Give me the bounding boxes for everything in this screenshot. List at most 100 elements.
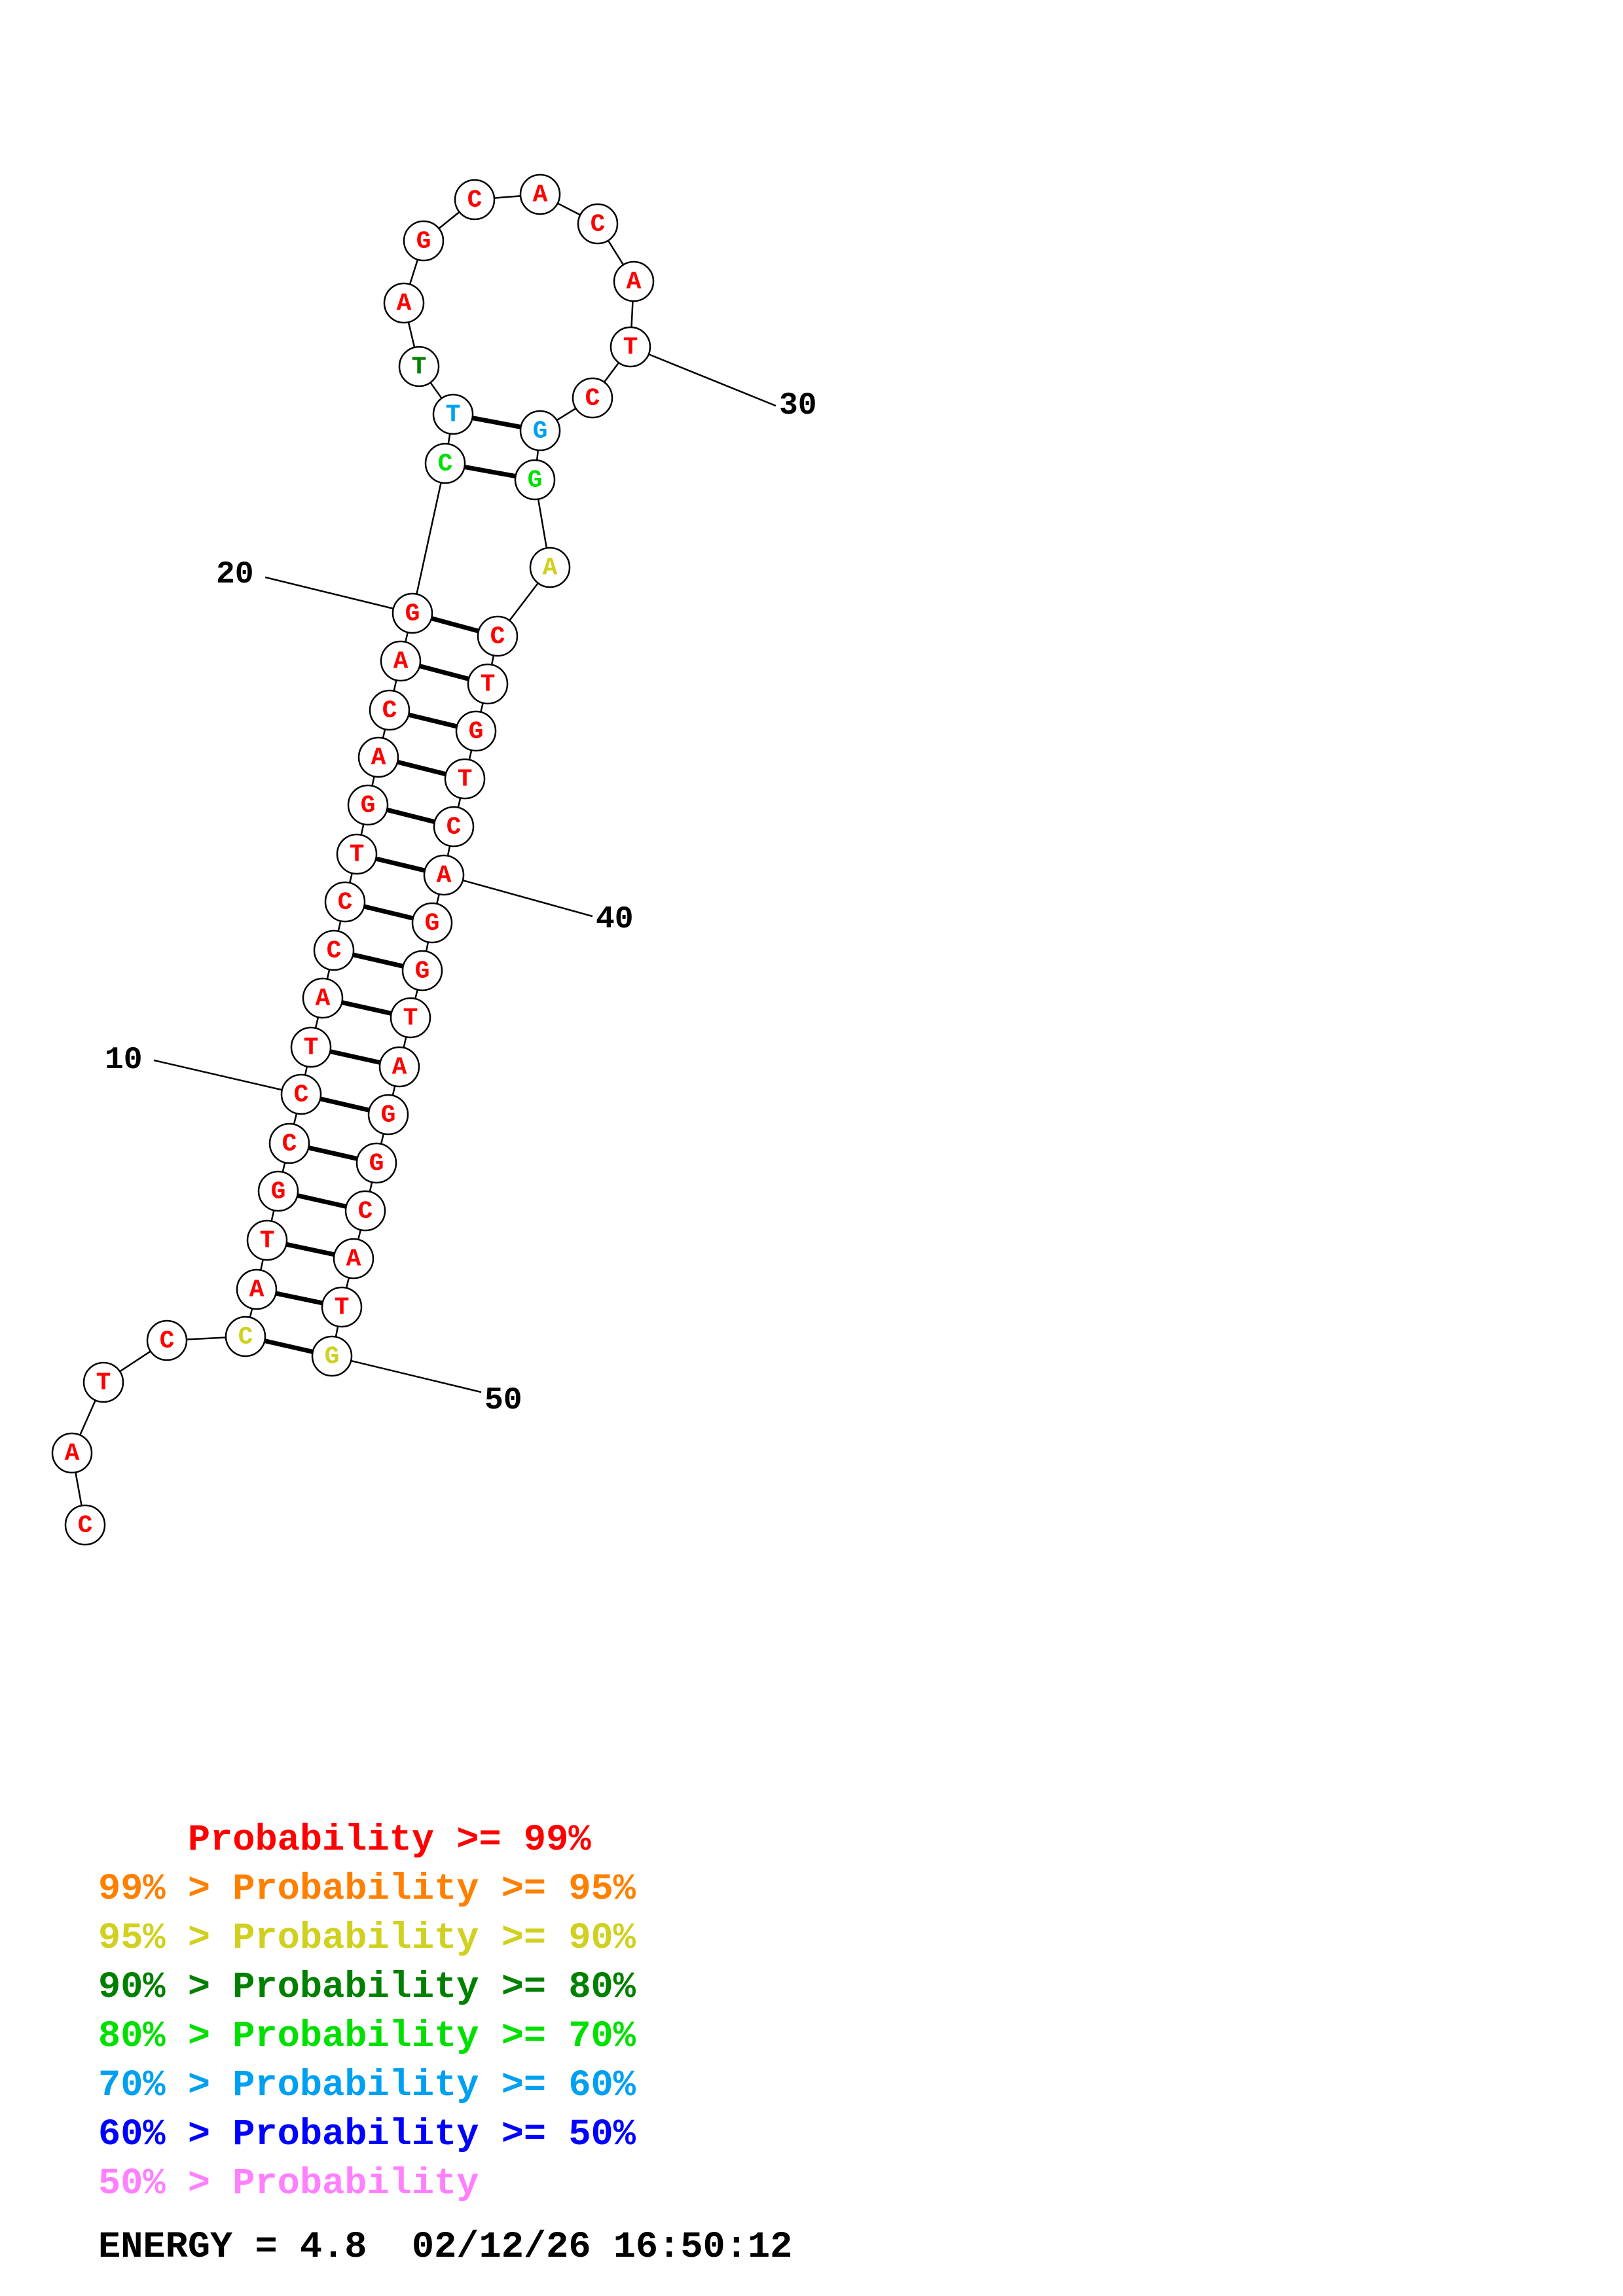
- legend-label: Probability >= 60%: [232, 2065, 636, 2107]
- nucleotide-circle: [423, 854, 465, 896]
- nucleotide-letter: C: [382, 697, 397, 725]
- backbone-segment: [393, 679, 397, 692]
- backbone-segment: [409, 259, 419, 285]
- nucleotide-circle: [380, 640, 422, 682]
- nucleotide-circle: [357, 736, 399, 778]
- legend-label: Probability >= 80%: [232, 1967, 636, 2009]
- nucleotide-letter: C: [238, 1323, 253, 1352]
- legend-row: 50% > Probability: [98, 2160, 636, 2209]
- base-pair-bond: [471, 416, 522, 429]
- backbone-segment: [380, 1133, 385, 1145]
- nucleotide: C: [146, 1319, 188, 1361]
- nucleotide-letter: A: [249, 1276, 264, 1304]
- nucleotide: T: [390, 997, 431, 1039]
- backbone-segment: [119, 1350, 151, 1372]
- nucleotide: G: [257, 1170, 299, 1212]
- backbone-segment: [326, 969, 331, 980]
- nucleotide: T: [610, 326, 651, 368]
- backbone-segment: [630, 300, 634, 328]
- nucleotide-circle: [356, 1142, 397, 1184]
- nucleotide: T: [444, 758, 486, 800]
- nucleotide-letter: G: [361, 792, 376, 820]
- legend-label: Probability >= 70%: [232, 2016, 636, 2058]
- nucleotide-letter: C: [358, 1198, 373, 1226]
- backbone-segment: [447, 433, 451, 444]
- nucleotide-circle: [268, 1122, 310, 1164]
- nucleotide: T: [432, 393, 474, 435]
- legend-threshold: [98, 1820, 188, 1861]
- position-tick-label: 10: [105, 1043, 143, 1078]
- legend-row: 90% > Probability >= 80%: [98, 1964, 636, 2013]
- nucleotide-letter: T: [481, 671, 496, 699]
- backbone-segment: [371, 776, 375, 786]
- nucleotide: G: [367, 1094, 409, 1136]
- legend-threshold: 60% >: [98, 2114, 233, 2156]
- nucleotide-letter: T: [458, 766, 473, 794]
- nucleotide-circle: [519, 173, 561, 215]
- nucleotide: A: [519, 173, 561, 215]
- energy-line: ENERGY = 4.8 02/12/26 16:50:12: [98, 2227, 793, 2269]
- nucleotide: A: [302, 977, 344, 1019]
- nucleotide-letter: A: [627, 268, 642, 296]
- nucleotide: G: [519, 410, 561, 452]
- legend-row: 80% > Probability >= 70%: [98, 2013, 636, 2062]
- legend-row: 95% > Probability >= 90%: [98, 1914, 636, 1964]
- base-pair-bond: [375, 856, 426, 873]
- nucleotide-circle: [529, 547, 571, 588]
- legend-label: Probability >= 50%: [232, 2114, 636, 2156]
- legend-threshold: 90% >: [98, 1967, 233, 2009]
- nucleotide-letter: A: [533, 181, 548, 209]
- base-pair-bond: [341, 1000, 392, 1016]
- nucleotide: T: [398, 346, 440, 387]
- nucleotide: C: [454, 179, 496, 221]
- nucleotide: G: [311, 1335, 353, 1377]
- nucleotide: T: [82, 1361, 124, 1403]
- backbone-segment: [603, 362, 620, 383]
- backbone-segment: [425, 942, 429, 952]
- nucleotide-circle: [401, 950, 443, 992]
- base-pair-bond: [386, 807, 435, 825]
- position-tick-label: 20: [216, 557, 254, 592]
- nucleotide-circle: [467, 663, 509, 705]
- backbone-segment: [282, 1162, 286, 1173]
- legend-row: Probability >= 99%: [98, 1816, 636, 1865]
- backbone-segment: [435, 893, 441, 905]
- nucleotide-circle: [403, 220, 445, 262]
- backbone-segment: [509, 583, 539, 621]
- nucleotide-letter: T: [412, 353, 427, 382]
- nucleotide: G: [514, 459, 556, 501]
- nucleotide: C: [369, 689, 410, 731]
- nucleotide-circle: [321, 1286, 363, 1328]
- backbone-segment: [438, 211, 460, 230]
- nucleotide-letter: T: [446, 401, 461, 429]
- backbone-segment: [557, 202, 581, 216]
- backbone-segment: [270, 1210, 275, 1222]
- legend-row: 70% > Probability >= 60%: [98, 2062, 636, 2111]
- nucleotide: C: [477, 615, 519, 657]
- position-tick-line: [462, 879, 593, 918]
- nucleotide: G: [392, 592, 433, 634]
- nucleotide-letter: G: [528, 467, 543, 495]
- nucleotide: C: [225, 1316, 266, 1357]
- nucleotide-letter: C: [282, 1130, 297, 1158]
- backbone-lines: [75, 195, 634, 1506]
- base-pair-bond: [419, 664, 469, 681]
- nucleotide-circle: [424, 442, 466, 484]
- nucleotide-circle: [378, 1046, 420, 1088]
- nucleotide-letter: G: [415, 958, 430, 986]
- nucleotide: C: [577, 203, 619, 245]
- nucleotide-circle: [444, 758, 486, 800]
- backbone-segment: [468, 749, 473, 761]
- backbone-segment: [429, 382, 443, 399]
- base-pair-bond: [329, 1049, 381, 1065]
- base-pair-bond: [408, 712, 458, 729]
- nucleotide-circle: [519, 410, 561, 452]
- backbone-segment: [314, 1016, 319, 1029]
- nucleotide-circle: [236, 1268, 278, 1310]
- nucleotide-circle: [225, 1316, 266, 1357]
- nucleotide: C: [268, 1122, 310, 1164]
- nucleotide-circle: [369, 689, 410, 731]
- nucleotide-letter: C: [78, 1512, 93, 1540]
- backbone-segment: [416, 482, 442, 594]
